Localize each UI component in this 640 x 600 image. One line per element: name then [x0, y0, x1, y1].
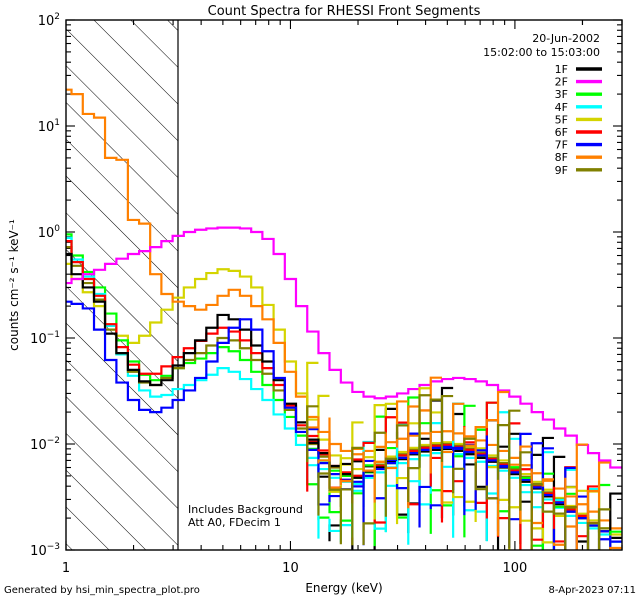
annotation-att-fdecim: Att A0, FDecim 1 — [188, 516, 281, 529]
footer-generator: Generated by hsi_min_spectra_plot.pro — [4, 585, 200, 596]
legend-label-8f: 8F — [555, 151, 568, 164]
x-axis-label: Energy (keV) — [305, 581, 382, 595]
data-series-group — [66, 88, 622, 550]
y-axis-label: counts cm⁻² s⁻¹ keV⁻¹ — [7, 219, 21, 351]
plot-frame — [65, 19, 623, 551]
y-tick-label: 10−2 — [30, 436, 60, 453]
legend-label-7f: 7F — [555, 139, 568, 152]
x-tick-label: 1 — [62, 561, 70, 576]
hatched-exclusion-region — [66, 20, 179, 550]
series-noise-9f — [306, 394, 611, 550]
footer-timestamp: 8-Apr-2023 07:11 — [549, 585, 636, 596]
page-title: Count Spectra for RHESSI Front Segments — [208, 4, 481, 19]
legend-label-2f: 2F — [555, 76, 568, 89]
observation-time-range: 15:02:00 to 15:03:00 — [483, 46, 600, 59]
legend-label-9f: 9F — [555, 164, 568, 177]
y-tick-label: 10−1 — [30, 330, 60, 347]
legend-label-5f: 5F — [555, 113, 568, 126]
x-tick-label: 10 — [282, 561, 299, 576]
y-tick-label: 10−3 — [30, 542, 60, 559]
legend-label-6f: 6F — [555, 126, 568, 139]
y-tick-label: 101 — [38, 118, 60, 135]
y-tick-label: 100 — [38, 224, 61, 241]
legend-label-4f: 4F — [555, 101, 568, 114]
x-tick-label: 100 — [502, 561, 527, 576]
annotation-includes-background: Includes Background — [188, 503, 303, 516]
legend-label-3f: 3F — [555, 88, 568, 101]
observation-date: 20-Jun-2002 — [532, 32, 600, 45]
series-line-8f — [66, 88, 622, 530]
series-line-2f — [66, 226, 622, 469]
legend-label-1f: 1F — [555, 63, 568, 76]
y-tick-label: 102 — [38, 12, 60, 29]
